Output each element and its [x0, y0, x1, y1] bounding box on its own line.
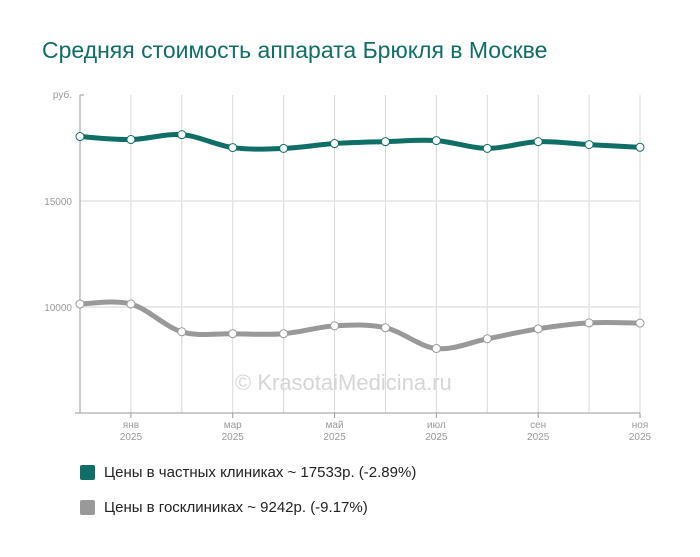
- legend-swatch-public: [80, 500, 95, 515]
- data-point-0: [584, 140, 594, 150]
- series-line-0: [77, 131, 643, 152]
- data-point-0: [482, 143, 492, 153]
- data-point-1: [380, 323, 390, 333]
- data-point-0: [635, 142, 645, 152]
- data-point-1: [584, 318, 594, 328]
- x-tick-month: мар: [224, 420, 242, 431]
- x-tick-year: 2025: [323, 432, 346, 443]
- y-tick-label: 10000: [44, 303, 72, 314]
- legend-label-public: Цены в госклиниках ~ 9242р. (-9.17%): [104, 499, 368, 516]
- legend-item-private[interactable]: Цены в частных клиниках ~ 17533р. (-2.89…: [80, 464, 416, 481]
- data-point-1: [228, 329, 238, 339]
- data-point-1: [279, 329, 289, 339]
- data-point-0: [75, 132, 85, 142]
- x-tick-month: май: [326, 420, 344, 431]
- data-point-1: [177, 327, 187, 337]
- x-tick-month: ноя: [632, 420, 649, 431]
- x-tick-month: июл: [427, 420, 446, 431]
- watermark: © KrasotaiMedicina.ru: [235, 370, 452, 395]
- data-point-0: [330, 139, 340, 149]
- data-point-0: [431, 136, 441, 146]
- x-tick-year: 2025: [222, 432, 245, 443]
- data-point-1: [482, 334, 492, 344]
- series-line-1: [77, 299, 643, 352]
- legend-swatch-private: [80, 465, 95, 480]
- data-point-0: [279, 143, 289, 153]
- x-tick-month: янв: [123, 420, 139, 431]
- data-point-1: [533, 324, 543, 334]
- legend-item-public[interactable]: Цены в госклиниках ~ 9242р. (-9.17%): [80, 499, 368, 516]
- data-point-1: [126, 299, 136, 309]
- data-point-0: [126, 135, 136, 145]
- y-axis-unit: руб.: [53, 89, 72, 101]
- data-point-1: [431, 344, 441, 354]
- data-point-0: [380, 137, 390, 147]
- data-point-0: [533, 137, 543, 147]
- data-point-1: [330, 321, 340, 331]
- y-tick-label: 15000: [44, 197, 72, 208]
- x-tick-year: 2025: [120, 432, 143, 443]
- chart-title: Средняя стоимость аппарата Брюкля в Моск…: [42, 37, 548, 63]
- data-point-1: [75, 299, 85, 309]
- data-point-0: [228, 143, 238, 153]
- x-tick-month: сен: [530, 420, 546, 431]
- data-point-0: [177, 130, 187, 140]
- x-tick-year: 2025: [527, 432, 550, 443]
- data-point-1: [635, 318, 645, 328]
- x-tick-year: 2025: [629, 432, 652, 443]
- x-tick-year: 2025: [425, 432, 448, 443]
- legend-label-private: Цены в частных клиниках ~ 17533р. (-2.89…: [104, 464, 417, 481]
